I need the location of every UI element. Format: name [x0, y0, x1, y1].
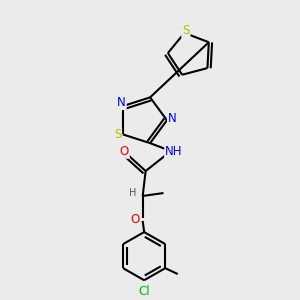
Text: O: O: [120, 145, 129, 158]
Text: N: N: [117, 96, 126, 109]
Text: S: S: [182, 24, 190, 37]
Text: Cl: Cl: [138, 285, 150, 298]
Text: NH: NH: [165, 146, 183, 158]
Text: H: H: [130, 188, 137, 198]
Text: O: O: [130, 213, 140, 226]
Text: S: S: [114, 128, 121, 142]
Text: N: N: [168, 112, 177, 125]
